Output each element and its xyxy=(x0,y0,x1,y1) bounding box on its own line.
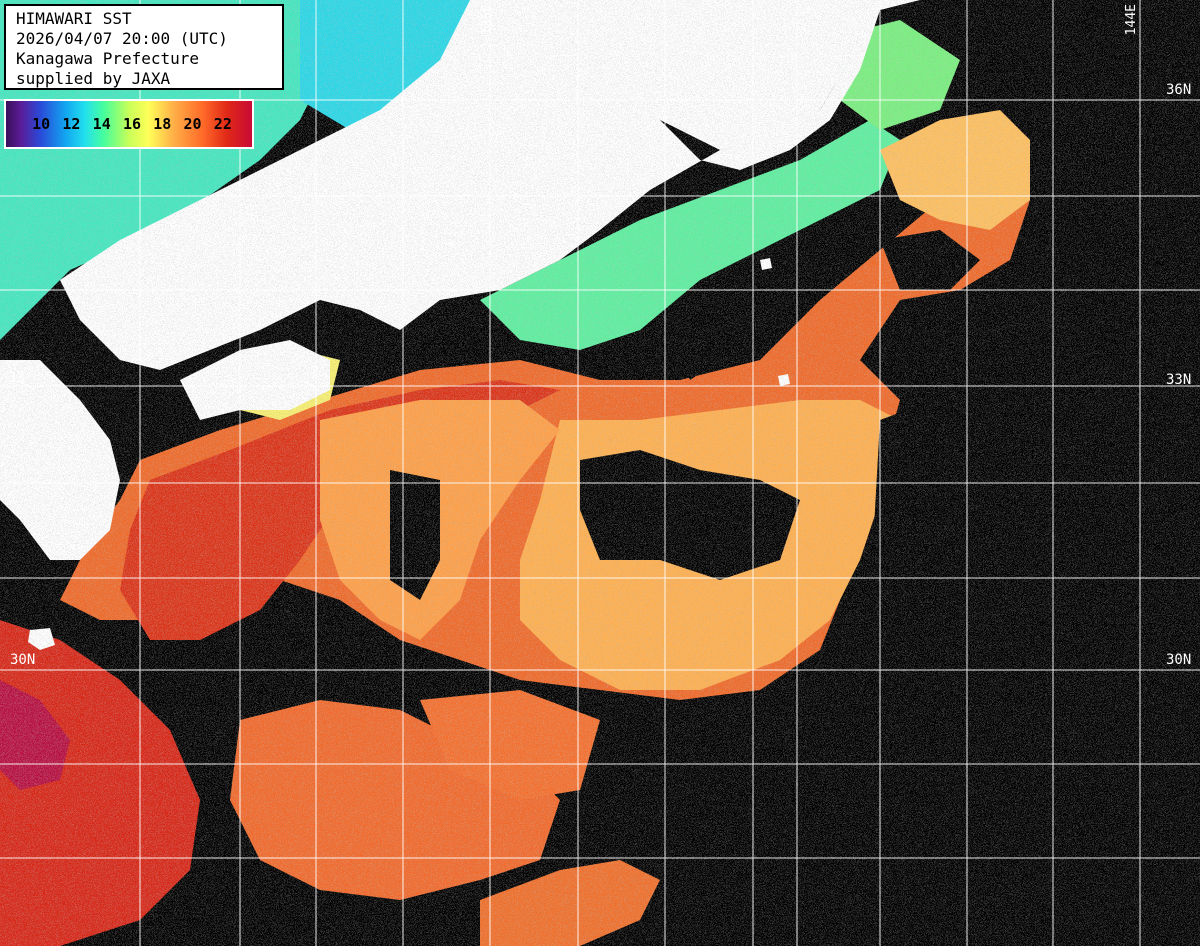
lat-label-30n-right: 30N xyxy=(1166,652,1192,668)
lat-label-36n-right: 36N xyxy=(1166,82,1192,98)
legend-tick: 16 xyxy=(122,115,142,133)
info-panel: HIMAWARI SST 2026/04/07 20:00 (UTC) Kana… xyxy=(4,4,284,90)
legend-tick: 22 xyxy=(213,115,232,133)
map-credit: supplied by JAXA xyxy=(16,69,171,88)
sst-color-legend: 10 12 14 16 18 20 22 xyxy=(4,99,254,149)
legend-tick: 12 xyxy=(62,115,81,133)
lat-label-30n-left: 30N xyxy=(10,652,36,668)
lon-label-top-mid: 135E xyxy=(480,4,495,36)
legend-tick: 18 xyxy=(153,115,172,133)
map-title: HIMAWARI SST xyxy=(16,9,132,28)
lat-label-33-left: 33 xyxy=(8,370,25,386)
legend-tick: 10 xyxy=(32,115,51,133)
legend-tick: 14 xyxy=(92,115,111,133)
lon-label-top-right: 144E xyxy=(1124,4,1139,36)
map-datetime: 2026/04/07 20:00 (UTC) xyxy=(16,29,228,48)
legend-tick: 20 xyxy=(183,115,202,133)
lat-label-33n-right: 33N xyxy=(1166,372,1192,388)
map-region: Kanagawa Prefecture xyxy=(16,49,200,68)
